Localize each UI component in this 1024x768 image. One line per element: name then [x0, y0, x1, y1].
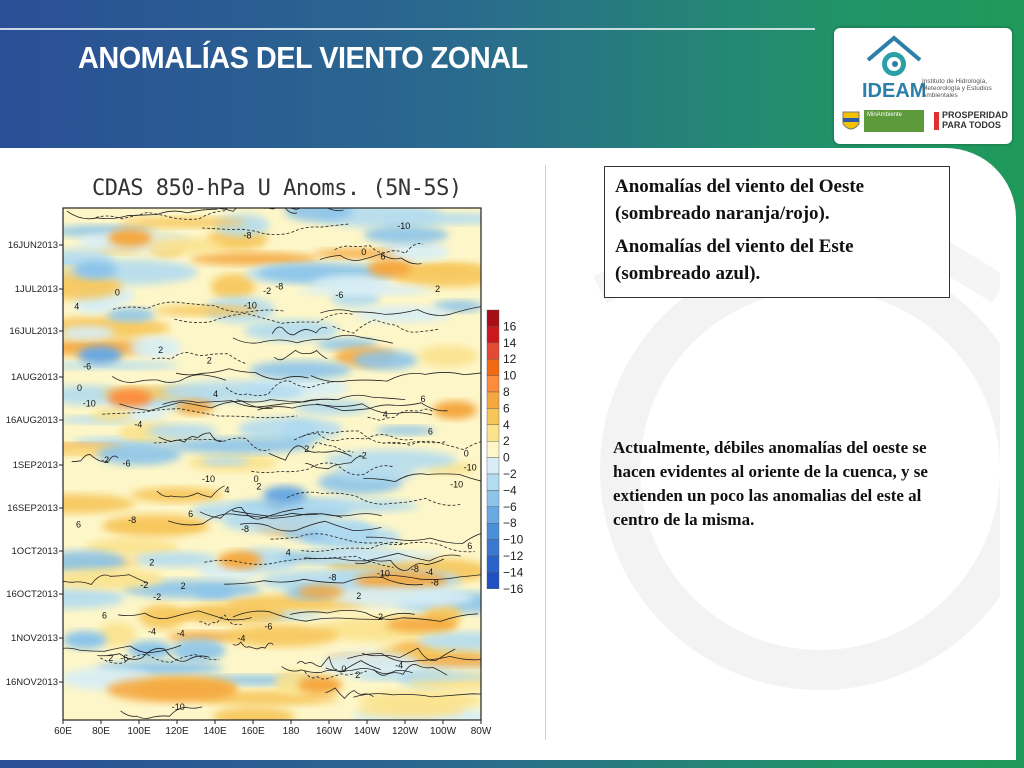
slide-title: ANOMALÍAS DEL VIENTO ZONAL	[78, 40, 528, 75]
analysis-note: Actualmente, débiles anomalías del oeste…	[613, 438, 928, 529]
ideam-logo: IDEAM Instituto de Hidrología, Meteorolo…	[834, 28, 1012, 144]
ideam-emblem-icon	[866, 35, 922, 76]
ideam-wordmark: IDEAM	[862, 80, 927, 102]
legend-textbox: Anomalías del viento del Oeste (sombread…	[604, 166, 950, 298]
legend-east-text: Anomalías del viento del Este (sombreado…	[615, 236, 854, 284]
minambiente-badge: MinAmbiente	[864, 110, 924, 132]
chart-title: CDAS 850-hPa U Anoms. (5N-5S)	[92, 176, 462, 201]
legend-west-text: Anomalías del viento del Oeste (sombread…	[615, 176, 865, 224]
colombia-shield-icon	[842, 111, 860, 130]
chart-separator	[545, 165, 546, 740]
prosperidad-bar	[934, 112, 939, 130]
prosperidad-badge: PROSPERIDAD PARA TODOS	[942, 110, 1009, 130]
ideam-subtitle: Instituto de Hidrología, Meteorología y …	[922, 78, 992, 99]
top-rule	[0, 28, 815, 30]
